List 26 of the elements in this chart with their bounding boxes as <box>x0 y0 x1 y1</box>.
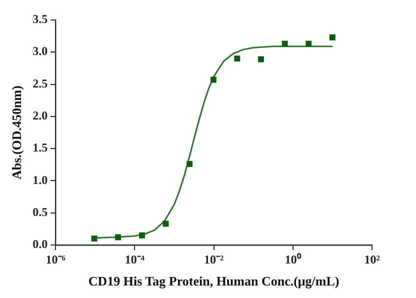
x-tick-label: 10² <box>364 252 380 266</box>
point <box>186 161 193 167</box>
x-tick-label: 10⁻⁴ <box>124 252 145 266</box>
point <box>329 34 336 40</box>
point <box>162 220 169 227</box>
point <box>210 76 216 83</box>
x-axis-title: CD19 His Tag Protein, Human Conc.(μg/mL) <box>88 274 340 289</box>
y-tick-label: 1.5 <box>32 140 48 155</box>
point <box>115 234 122 240</box>
y-tick-label: 0.0 <box>32 237 48 252</box>
point <box>91 236 98 242</box>
y-tick-label: 3.5 <box>32 12 48 26</box>
point <box>139 232 145 238</box>
y-tick-label: 3.0 <box>32 44 48 58</box>
y-tick-label: 2.5 <box>32 76 48 90</box>
point <box>234 56 240 62</box>
y-tick-label: 2.0 <box>32 108 48 123</box>
y-tick-label: 0.5 <box>32 204 48 219</box>
x-tick-label: 10⁻² <box>204 252 224 266</box>
point <box>282 40 288 47</box>
point <box>258 56 264 62</box>
x-tick-label: 10⁰ <box>284 252 302 266</box>
x-tick-label: 10⁻⁶ <box>46 252 66 266</box>
y-tick-label: 1.0 <box>32 172 48 187</box>
y-axis-title: Abs.(OD.450nm) <box>9 86 24 180</box>
point <box>306 40 312 47</box>
